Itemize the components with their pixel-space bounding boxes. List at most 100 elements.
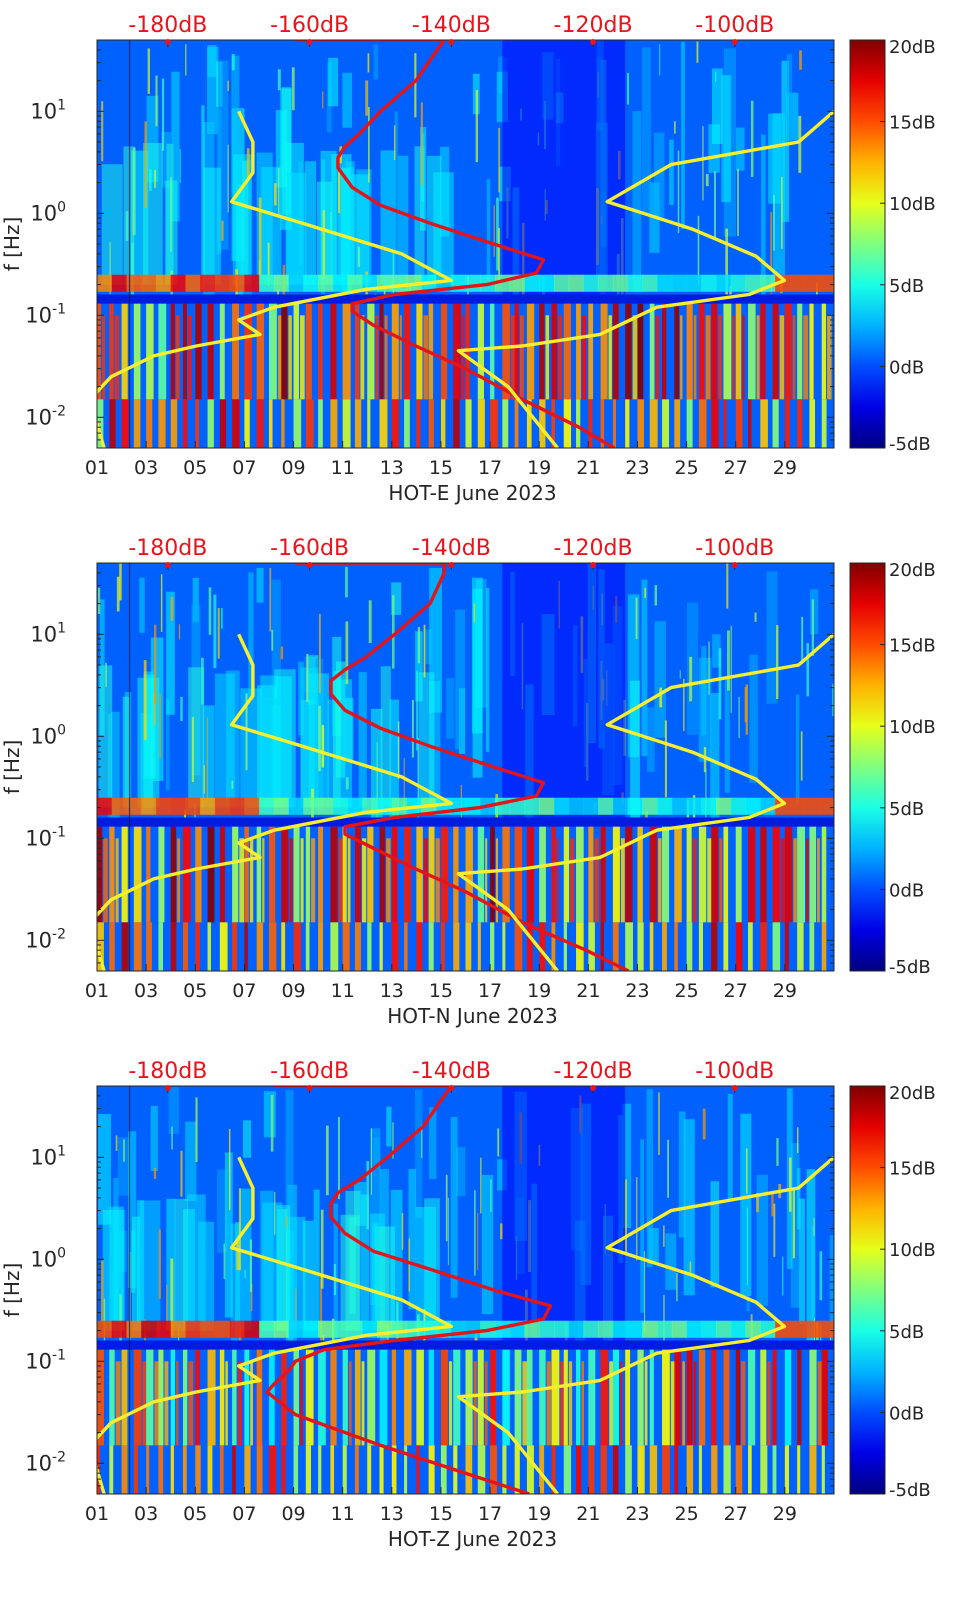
colorbar-tick-label: 20dB (889, 560, 936, 581)
top-axis-marker (164, 562, 171, 568)
x-tick-label: 05 (183, 457, 207, 479)
x-tick-label: 01 (85, 457, 109, 479)
colorbar-tick-label: 5dB (889, 799, 924, 820)
x-axis-label: HOT-E June 2023 (388, 481, 556, 505)
y-axis-label: f [Hz] (0, 1263, 24, 1318)
x-tick-label: 07 (232, 980, 256, 1002)
x-tick-label: 15 (429, 1503, 453, 1525)
colorbar-tick-label: 10dB (889, 1240, 936, 1261)
x-tick-label: 13 (380, 457, 404, 479)
x-tick-label: 15 (429, 980, 453, 1002)
x-tick-label: 21 (576, 457, 600, 479)
panel-2: 10-2 10-1 100 101 01 03 05 07 09 11 13 15 17 19 21 23 25… (0, 536, 936, 1028)
top-axis-db-label: -180dB (128, 13, 207, 38)
colorbar-tick-label: 0dB (889, 357, 924, 378)
panel-1: 10-2 10-1 100 101 01 03 05 07 09 11 13 15 17 19 21 23 25… (0, 13, 936, 505)
spectrogram-image (97, 563, 834, 971)
top-axis-db-label: -160dB (270, 1059, 349, 1084)
x-tick-label: 09 (281, 980, 305, 1002)
top-axis-db-label: -100dB (695, 13, 774, 38)
yellow-noise-model-curve-2 (456, 110, 834, 448)
colorbar-tick-label: -5dB (889, 957, 931, 978)
colorbar: 20dB 15dB 10dB 5dB 0dB -5dB (849, 560, 936, 978)
y-tick-label: 10-1 (25, 301, 66, 327)
x-tick-label: 23 (625, 1503, 649, 1525)
x-tick-label: 03 (134, 457, 158, 479)
x-tick-label: 23 (625, 457, 649, 479)
top-axis-db-label: -120dB (554, 536, 633, 561)
yellow-noise-model-curve-1 (97, 1156, 453, 1494)
x-tick-label: 17 (478, 980, 502, 1002)
x-tick-label: 21 (576, 1503, 600, 1525)
x-tick-label: 29 (773, 1503, 797, 1525)
top-axis-marker (164, 39, 171, 45)
x-tick-label: 05 (183, 980, 207, 1002)
x-tick-label: 07 (232, 457, 256, 479)
y-tick-label: 10-1 (25, 824, 66, 850)
top-axis-db-label: -140dB (412, 1059, 491, 1084)
x-tick-label: 15 (429, 457, 453, 479)
colorbar-tick-label: 0dB (889, 880, 924, 901)
x-tick-label: 05 (183, 1503, 207, 1525)
x-tick-label: 25 (675, 1503, 699, 1525)
top-axis-db-label: -120dB (554, 13, 633, 38)
colorbar-tick-label: 15dB (889, 1159, 936, 1180)
colorbar-tick-label: 5dB (889, 276, 924, 297)
colorbar-tick-label: 5dB (889, 1322, 924, 1343)
x-tick-label: 21 (576, 980, 600, 1002)
y-tick-label: 101 (30, 1143, 66, 1169)
x-tick-label: 25 (675, 457, 699, 479)
top-axis-marker (448, 562, 455, 568)
colorbar: 20dB 15dB 10dB 5dB 0dB -5dB (849, 1083, 936, 1501)
yellow-noise-model-curve-1 (97, 633, 453, 971)
y-axis-label: f [Hz] (0, 740, 24, 795)
top-axis-marker (731, 39, 738, 45)
top-axis-db-label: -160dB (270, 13, 349, 38)
y-tick-label: 10-2 (25, 403, 66, 429)
top-axis-db-label: -100dB (695, 1059, 774, 1084)
colorbar-tick-label: 0dB (889, 1403, 924, 1424)
x-tick-label: 07 (232, 1503, 256, 1525)
top-axis-db-label: -100dB (695, 536, 774, 561)
yellow-noise-model-curve-1 (97, 110, 453, 448)
top-axis-db-label: -140dB (412, 13, 491, 38)
x-tick-label: 03 (134, 980, 158, 1002)
x-tick-label: 11 (331, 1503, 355, 1525)
x-tick-label: 13 (380, 980, 404, 1002)
x-tick-label: 03 (134, 1503, 158, 1525)
x-tick-label: 27 (724, 980, 748, 1002)
colorbar-tick-label: 15dB (889, 636, 936, 657)
x-tick-label: 19 (527, 457, 551, 479)
top-axis-marker (306, 562, 313, 568)
top-axis-marker (164, 1085, 171, 1091)
top-axis-marker (448, 39, 455, 45)
colorbar-tick-label: 20dB (889, 1083, 936, 1104)
x-tick-label: 27 (724, 457, 748, 479)
red-noise-curve (295, 40, 616, 448)
x-tick-label: 09 (281, 457, 305, 479)
colorbar-tick-label: 15dB (889, 113, 936, 134)
top-axis-db-label: -180dB (128, 1059, 207, 1084)
x-tick-label: 23 (625, 980, 649, 1002)
top-axis-marker (306, 39, 313, 45)
x-tick-label: 09 (281, 1503, 305, 1525)
x-tick-label: 01 (85, 1503, 109, 1525)
top-axis-marker (306, 1085, 313, 1091)
spectrogram-image (97, 40, 834, 448)
top-axis-marker (590, 1085, 597, 1091)
top-axis-marker (731, 1085, 738, 1091)
x-axis-label: HOT-N June 2023 (387, 1004, 558, 1028)
x-tick-label: 11 (331, 980, 355, 1002)
top-axis-marker (590, 562, 597, 568)
y-tick-label: 10-2 (25, 926, 66, 952)
x-tick-label: 11 (331, 457, 355, 479)
x-tick-label: 01 (85, 980, 109, 1002)
top-axis-marker (448, 1085, 455, 1091)
colorbar-tick-label: -5dB (889, 434, 931, 455)
x-tick-label: 29 (773, 980, 797, 1002)
x-tick-label: 17 (478, 457, 502, 479)
y-tick-label: 10-2 (25, 1449, 66, 1475)
x-tick-label: 13 (380, 1503, 404, 1525)
y-tick-label: 101 (30, 97, 66, 123)
